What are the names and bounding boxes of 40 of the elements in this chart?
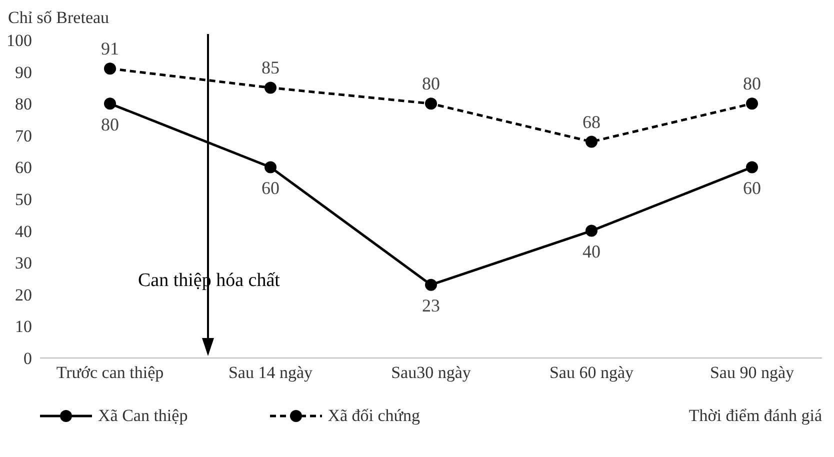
data-label: 68 [582,112,600,132]
data-label: 60 [262,178,280,198]
data-label: 80 [743,74,761,94]
data-label: 23 [422,296,440,316]
y-tick-label: 20 [15,285,32,304]
data-label: 40 [582,242,600,262]
y-tick-label: 10 [15,317,32,336]
y-tick-label: 30 [15,254,32,273]
point [104,98,116,110]
y-tick-label: 70 [15,126,32,146]
x-tick-label: Sau 90 ngày [710,363,795,382]
data-label: 91 [101,38,119,59]
y-tick-label: 100 [6,31,32,50]
legend-label: Xã Can thiệp [98,406,188,426]
data-label: 80 [101,114,119,134]
y-tick-label: 60 [15,158,32,178]
x-tick-label: Sau 60 ngày [549,363,634,382]
y-axis-title: Chỉ số Breteau [8,8,110,28]
data-label: 85 [262,58,280,78]
y-tick-label: 40 [15,222,32,241]
x-tick-label: Sau 14 ngày [228,363,314,382]
legend-label: Xã đối chứng [328,406,420,426]
point [425,278,437,291]
point [746,161,758,174]
point [104,62,116,75]
point [264,161,276,174]
point [746,98,758,110]
data-label: 60 [743,178,761,198]
point [264,82,276,94]
point [425,98,437,110]
y-tick-label: 0 [24,349,32,368]
point [586,224,598,237]
point [586,136,598,148]
y-tick-label: 50 [15,190,32,210]
y-tick-label: 80 [15,94,32,114]
x-tick-label: Sau30 ngày [391,363,472,382]
data-label: 80 [422,74,440,94]
x-axis-title: Thời điểm đánh giá [688,406,822,426]
y-tick-label: 90 [15,62,32,82]
x-tick-label: Trước can thiệp [56,363,164,382]
